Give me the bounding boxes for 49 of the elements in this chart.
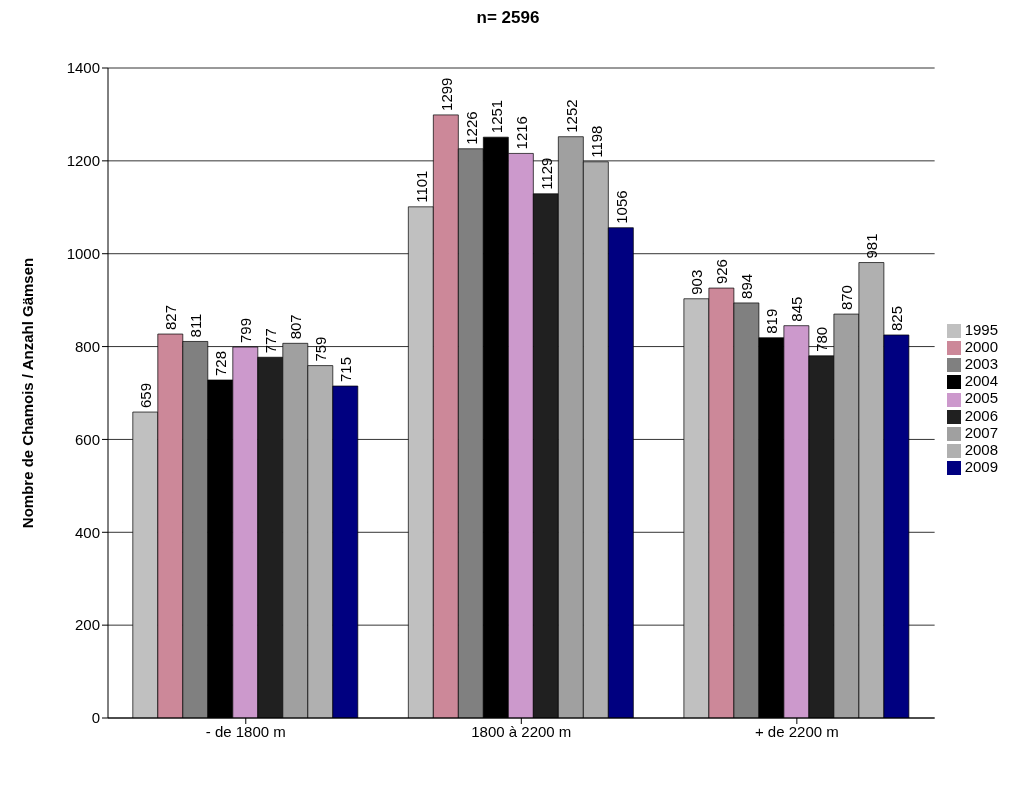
- data-label: 926: [713, 259, 731, 285]
- data-label: 659: [137, 383, 155, 409]
- data-label: 981: [863, 233, 881, 259]
- data-label: 1216: [512, 116, 530, 150]
- data-label: 1299: [437, 77, 455, 111]
- legend-label: 2009: [964, 457, 998, 475]
- legend-label: 2006: [964, 406, 998, 424]
- y-tick-label: 1000: [66, 245, 100, 263]
- data-label: 825: [888, 305, 906, 331]
- data-label: 715: [337, 357, 355, 383]
- data-label: 1198: [587, 125, 605, 158]
- legend-label: 2000: [964, 338, 998, 356]
- legend-label: 1995: [964, 321, 998, 339]
- y-tick-label: 0: [91, 709, 100, 727]
- data-label: 1101: [412, 170, 430, 203]
- data-label: 827: [162, 305, 180, 331]
- data-label: 728: [212, 350, 230, 376]
- data-label: 811: [187, 313, 205, 338]
- data-label: 780: [813, 326, 831, 352]
- y-tick-label: 1400: [66, 59, 100, 77]
- data-label: 759: [312, 336, 330, 362]
- data-label: 1251: [487, 99, 505, 134]
- data-label: 807: [287, 314, 305, 340]
- y-tick-label: 600: [74, 430, 100, 448]
- data-label: 1226: [462, 111, 480, 145]
- data-label: 1129: [537, 157, 555, 190]
- legend-label: 2003: [964, 355, 998, 373]
- chart-title: n= 2596: [475, 8, 541, 28]
- data-label: 799: [237, 318, 255, 344]
- data-label: 894: [738, 273, 756, 299]
- data-label: 903: [688, 269, 706, 295]
- y-axis-title: Nombre de Chamois / Anzahl Gämsen: [19, 257, 37, 529]
- legend-label: 2008: [964, 440, 998, 458]
- y-tick-label: 200: [74, 616, 100, 634]
- legend-label: 2004: [964, 372, 998, 390]
- x-tick-label: - de 1800 m: [205, 722, 286, 740]
- legend-label: 2007: [964, 423, 998, 441]
- data-label: 1252: [562, 99, 580, 133]
- data-label: 819: [763, 308, 781, 334]
- data-label: 777: [262, 328, 280, 354]
- y-tick-label: 800: [74, 337, 100, 355]
- data-label: 870: [838, 285, 856, 311]
- y-tick-label: 1200: [66, 152, 100, 170]
- data-label: 1056: [612, 190, 630, 224]
- data-label: 845: [788, 296, 806, 322]
- x-tick-label: 1800 à 2200 m: [471, 722, 572, 740]
- y-tick-label: 400: [74, 523, 100, 541]
- legend-label: 2005: [964, 389, 998, 407]
- x-tick-label: + de 2200 m: [754, 722, 839, 740]
